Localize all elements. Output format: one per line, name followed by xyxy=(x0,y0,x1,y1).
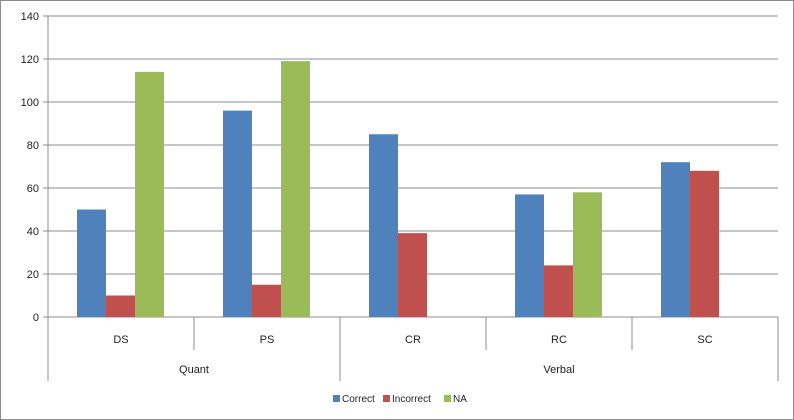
y-tick-label: 100 xyxy=(21,97,39,109)
bar-na-ds xyxy=(135,71,164,318)
category-label: SC xyxy=(697,334,712,346)
y-tick-label: 80 xyxy=(27,140,39,152)
category-label: DS xyxy=(113,334,128,346)
legend-swatch-incorrect xyxy=(383,395,390,402)
y-tick-label: 60 xyxy=(27,183,39,195)
bar-correct-sc xyxy=(661,162,690,317)
bar-na-ps xyxy=(281,61,310,318)
group-label: Verbal xyxy=(543,364,574,376)
legend: Correct Incorrect NA xyxy=(333,394,467,405)
bar-incorrect-cr xyxy=(398,233,427,317)
bar-correct-rc xyxy=(515,194,544,317)
y-tick-label: 120 xyxy=(21,54,39,66)
bar-correct-cr xyxy=(369,134,398,317)
y-tick-label: 40 xyxy=(27,226,39,238)
category-label: RC xyxy=(551,334,567,346)
bar-incorrect-rc xyxy=(544,265,573,317)
legend-label-incorrect: Incorrect xyxy=(392,394,431,405)
bar-incorrect-ds xyxy=(106,295,135,317)
axis-labels: 0 20 40 60 80 100 120 140 DS PS CR RC SC Quant Verbal xyxy=(21,11,713,376)
legend-swatch-correct xyxy=(333,395,340,402)
bars xyxy=(77,61,719,318)
bar-na-rc xyxy=(573,192,602,317)
legend-label-correct: Correct xyxy=(342,394,375,405)
y-tick-label: 0 xyxy=(33,312,39,324)
legend-swatch-na xyxy=(444,395,451,402)
category-label: PS xyxy=(260,334,275,346)
legend-label-na: NA xyxy=(453,394,467,405)
y-tick-label: 140 xyxy=(21,11,39,23)
category-label: CR xyxy=(405,334,421,346)
gridlines xyxy=(48,15,778,275)
y-tick-label: 20 xyxy=(27,269,39,281)
bar-incorrect-ps xyxy=(252,284,281,317)
group-label: Quant xyxy=(179,364,209,376)
bar-incorrect-sc xyxy=(690,170,719,317)
bar-correct-ps xyxy=(223,110,252,317)
bar-correct-ds xyxy=(77,209,106,317)
